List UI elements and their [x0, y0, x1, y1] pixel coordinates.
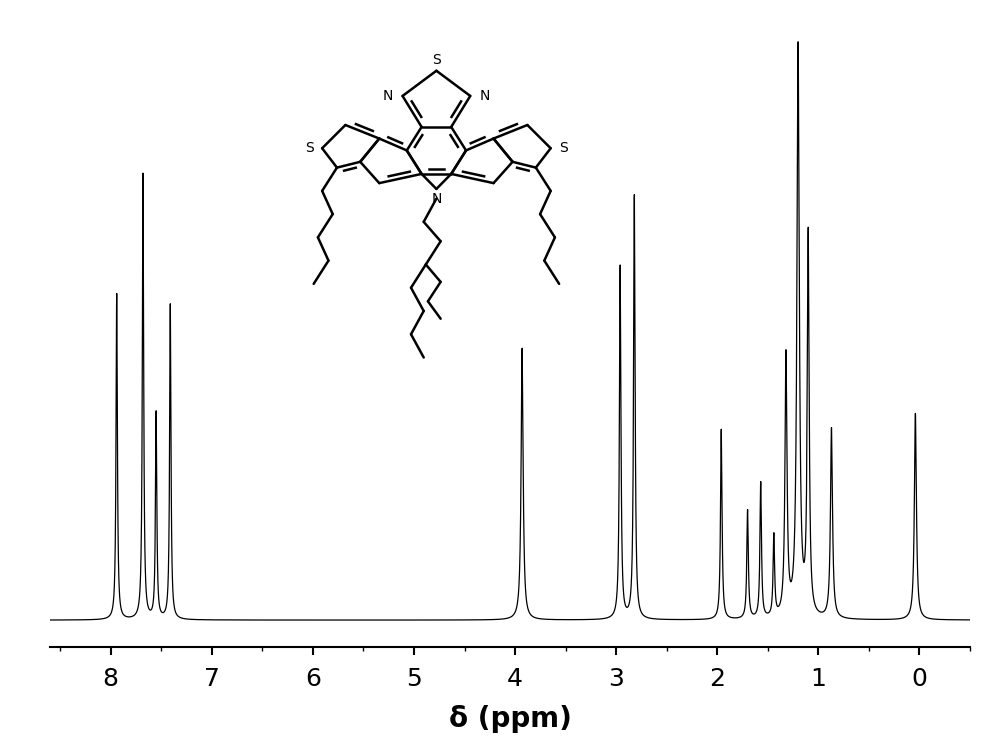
X-axis label: δ (ppm): δ (ppm)	[449, 705, 571, 733]
